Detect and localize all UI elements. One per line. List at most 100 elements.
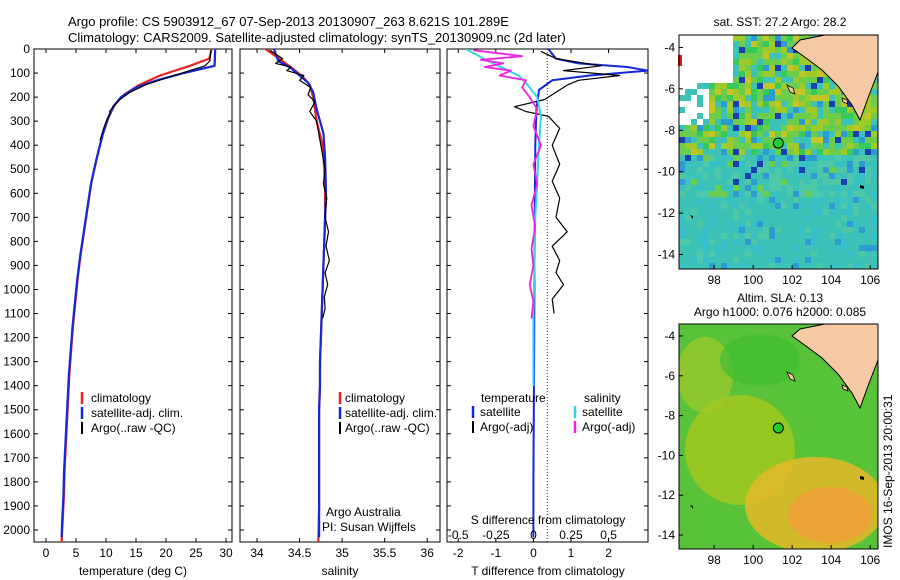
y-tick-label: 0 [23, 42, 30, 56]
sst-map-frame [678, 34, 879, 270]
sst-cell [721, 233, 727, 239]
sst-cell [679, 47, 685, 53]
sst-cell [757, 119, 763, 125]
x-tick-label: 35 [335, 546, 349, 560]
sst-cell [757, 83, 763, 89]
imos-timestamp: IMOS 16-Sep-2013 20:00:31 [881, 394, 895, 548]
sst-cell [739, 47, 745, 53]
sst-cell [769, 47, 775, 53]
sst-cell [739, 53, 745, 59]
sst-cell [679, 143, 685, 149]
sst-cell [811, 71, 817, 77]
sst-cell [697, 119, 703, 125]
sst-cell [751, 125, 757, 131]
sst-cell [853, 131, 859, 137]
sst-cell [871, 161, 877, 167]
sst-cell [697, 95, 703, 101]
sst-cell [835, 125, 841, 131]
sst-cell [751, 137, 757, 143]
sst-cell [793, 245, 799, 251]
sst-cell [691, 209, 697, 215]
sst-cell [739, 233, 745, 239]
sst-cell [703, 107, 709, 113]
sst-cell [733, 179, 739, 185]
sst-map-title: sat. SST: 27.2 Argo: 28.2 [714, 15, 847, 29]
sst-cell [745, 143, 751, 149]
sst-cell [787, 35, 793, 41]
sst-cell [769, 95, 775, 101]
sst-cell [721, 101, 727, 107]
sst-cell [817, 191, 823, 197]
sst-cell [679, 227, 685, 233]
sst-cell [829, 167, 835, 173]
sst-cell [703, 35, 709, 41]
sst-cell [835, 185, 841, 191]
sst-cell [787, 53, 793, 59]
sst-cell [865, 203, 871, 209]
sst-cell [793, 35, 799, 41]
sst-cell [727, 47, 733, 53]
sst-cell [835, 113, 841, 119]
map-x-tick-label: 100 [743, 553, 763, 567]
sst-cell [799, 203, 805, 209]
sst-cell [721, 89, 727, 95]
sst-cell [799, 167, 805, 173]
sst-cell [709, 155, 715, 161]
sst-cell [697, 113, 703, 119]
sst-cell [757, 95, 763, 101]
sst-cell [769, 185, 775, 191]
sst-cell [751, 221, 757, 227]
sst-cell [775, 257, 781, 263]
sst-cell [715, 65, 721, 71]
sst-cell [739, 149, 745, 155]
sst-cell [829, 143, 835, 149]
sst-cell [733, 257, 739, 263]
sst-cell [757, 41, 763, 47]
sst-cell [769, 257, 775, 263]
sst-cell [757, 185, 763, 191]
sst-cell [709, 35, 715, 41]
sst-cell [799, 77, 805, 83]
sst-cell [823, 149, 829, 155]
sst-cell [811, 89, 817, 95]
legend-label-argo: Argo(..raw -QC) [91, 421, 176, 435]
s-difference-label: S difference from climatology [471, 513, 626, 527]
sst-cell [721, 239, 727, 245]
sst-cell [805, 185, 811, 191]
map-y-tick-label: -8 [664, 409, 675, 423]
sst-cell [739, 203, 745, 209]
sst-cell [769, 197, 775, 203]
sst-cell [703, 173, 709, 179]
sst-cell [775, 101, 781, 107]
sst-cell [691, 83, 697, 89]
series-line-satellite-adj-clim- [60, 49, 217, 538]
sst-cell [775, 113, 781, 119]
sst-cell [847, 107, 853, 113]
sst-cell [847, 101, 853, 107]
sst-cell [709, 137, 715, 143]
sst-cell [805, 257, 811, 263]
sla-anomaly-northwest [679, 337, 733, 413]
sst-cell [865, 263, 871, 269]
sst-cell [871, 245, 877, 251]
sst-cell [781, 203, 787, 209]
sst-cell [703, 47, 709, 53]
sst-cell [871, 233, 877, 239]
sst-cell [793, 119, 799, 125]
s-difference-tick-label: 0.5 [600, 528, 617, 542]
map-y-tick-label: -12 [658, 206, 676, 220]
sst-cell [715, 77, 721, 83]
sst-cell [775, 95, 781, 101]
sst-cell [745, 161, 751, 167]
difference-legend: temperature satellite Argo(-adj) salinit… [471, 391, 635, 434]
sst-cell [829, 263, 835, 269]
legend-heading-temperature: temperature [481, 391, 546, 405]
sst-cell [871, 203, 877, 209]
y-tick-label: 1800 [3, 475, 30, 489]
sst-cell [769, 35, 775, 41]
sst-cell [685, 137, 691, 143]
difference-xlabel: T difference from climatology [471, 564, 625, 578]
sst-cell [697, 125, 703, 131]
sst-cell [685, 65, 691, 71]
sst-cell [691, 107, 697, 113]
